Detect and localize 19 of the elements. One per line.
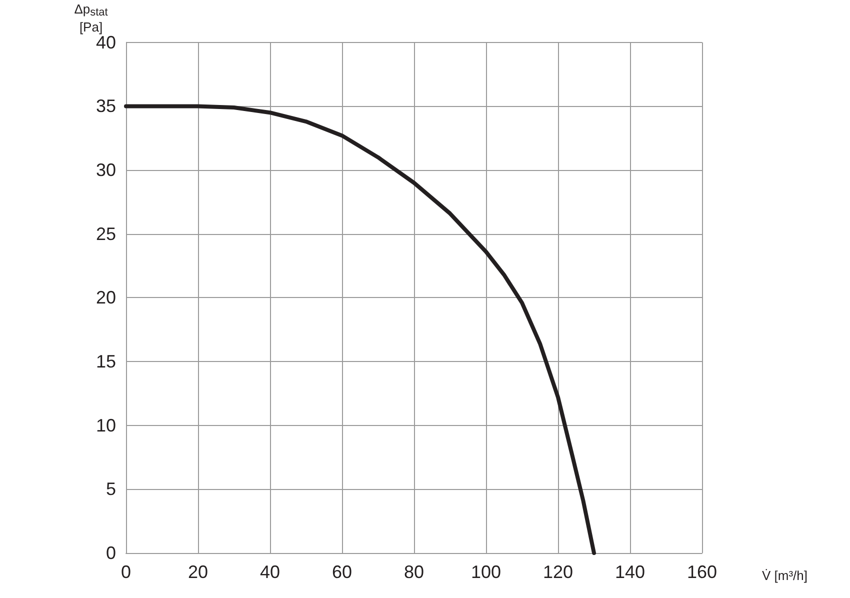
y-tick-label: 20 (96, 288, 116, 308)
y-tick-label: 10 (96, 415, 116, 436)
y-tick-label: 15 (96, 352, 116, 372)
x-tick-label: 120 (542, 562, 574, 582)
x-tick-label: 60 (332, 562, 352, 582)
line-series (124, 104, 596, 555)
y-tick-label: 30 (96, 160, 116, 180)
y-tick-label: 0 (106, 543, 116, 563)
x-tick-label: 160 (686, 562, 718, 582)
y-tick-label: 5 (106, 479, 116, 500)
x-tick-label: 100 (470, 562, 502, 582)
x-axis-title: V̇ [m³/h] (762, 568, 808, 583)
y-tick-label: 25 (96, 224, 116, 244)
x-tick-label: 20 (188, 562, 208, 582)
x-tick-label: 140 (614, 562, 646, 582)
x-tick-label: 40 (260, 562, 280, 582)
y-tick-label: 35 (96, 96, 116, 116)
x-tick-label: 0 (120, 562, 132, 582)
x-tick-label: 80 (404, 562, 424, 582)
